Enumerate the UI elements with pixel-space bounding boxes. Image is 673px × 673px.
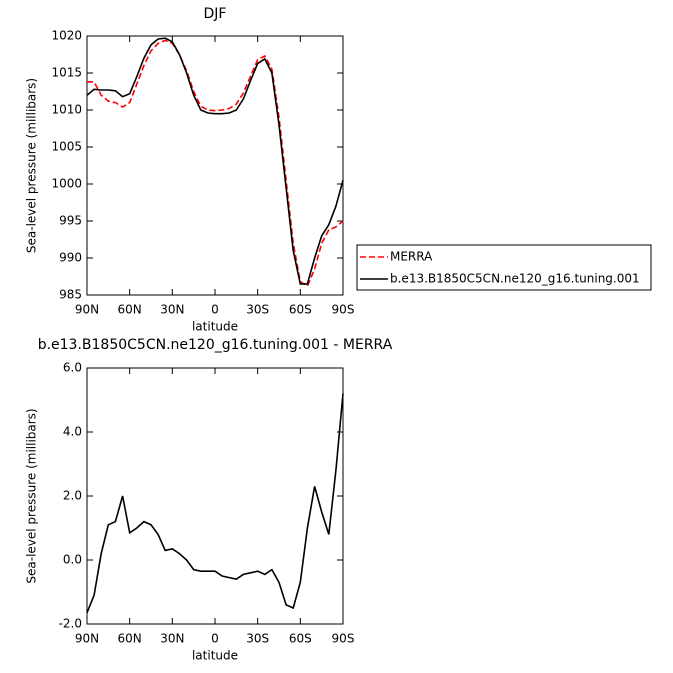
y-tick-label: 995: [59, 214, 82, 228]
x-tick-label: 90N: [75, 303, 99, 317]
y-tick-label: 1010: [51, 103, 82, 117]
x-tick-label: 60S: [289, 303, 312, 317]
x-axis-label: latitude: [192, 649, 238, 663]
y-tick-label: 1020: [51, 29, 82, 43]
x-tick-label: 30S: [246, 303, 269, 317]
x-tick-label: 30S: [246, 632, 269, 646]
chart-title: DJF: [204, 6, 227, 22]
series-line: [86, 37, 344, 285]
y-tick-label: 0.0: [63, 553, 82, 567]
y-tick-label: 1005: [51, 140, 82, 154]
x-tick-label: 60N: [118, 632, 142, 646]
x-tick-label: 90N: [75, 632, 99, 646]
plot-frame: [86, 35, 344, 296]
y-tick-label: -2.0: [59, 617, 82, 631]
y-tick-label: 985: [59, 288, 82, 302]
y-axis-label: Sea-level pressure (millibars): [25, 408, 39, 583]
y-tick-label: 1000: [51, 177, 82, 191]
x-tick-label: 0: [211, 303, 219, 317]
x-tick-label: 60N: [118, 303, 142, 317]
series-line: [87, 39, 344, 288]
plot-frame: [86, 367, 344, 625]
series-line: [86, 393, 344, 614]
y-tick-label: 990: [59, 251, 82, 265]
legend-label: b.e13.B1850C5CN.ne120_g16.tuning.001: [390, 272, 640, 286]
y-tick-label: 4.0: [63, 425, 82, 439]
x-tick-label: 30N: [160, 632, 184, 646]
y-tick-label: 2.0: [63, 489, 82, 503]
chart-title: b.e13.B1850C5CN.ne120_g16.tuning.001 - M…: [38, 337, 393, 353]
x-axis-label: latitude: [192, 320, 238, 334]
x-tick-label: 30N: [160, 303, 184, 317]
x-tick-label: 90S: [332, 303, 355, 317]
legend-label: MERRA: [390, 250, 433, 264]
legend-box: [356, 244, 652, 291]
x-tick-label: 90S: [332, 632, 355, 646]
x-tick-label: 60S: [289, 632, 312, 646]
y-tick-label: 1015: [51, 66, 82, 80]
y-axis-label: Sea-level pressure (millibars): [25, 78, 39, 253]
x-tick-label: 0: [211, 632, 219, 646]
y-tick-label: 6.0: [63, 361, 82, 375]
